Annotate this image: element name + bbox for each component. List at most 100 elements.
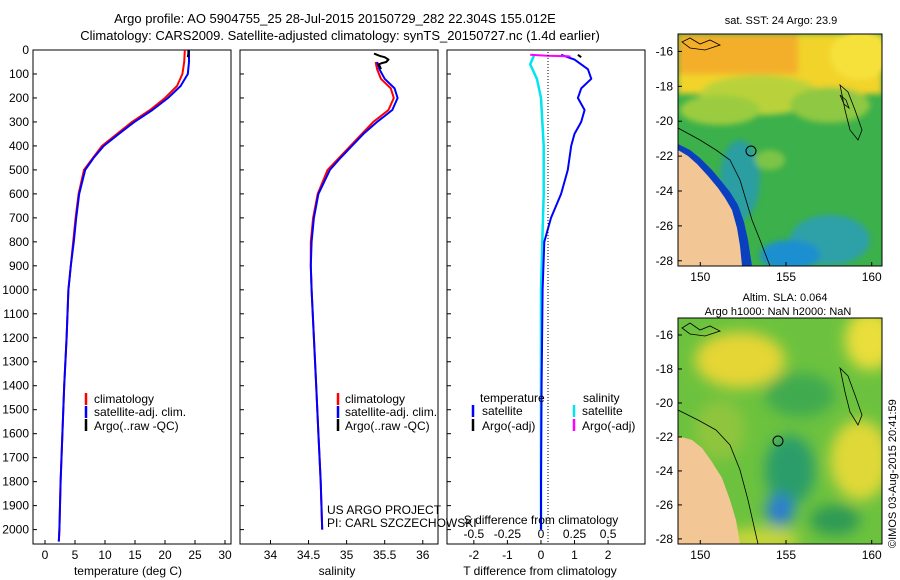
sla-land [678, 436, 740, 544]
sst-reef-outline-small [839, 94, 850, 110]
imos-stamp: ©IMOS 03-Aug-2015 20:41:59 [887, 399, 899, 548]
x-tick-label: 10 [98, 548, 112, 562]
sla-field-texture [695, 318, 882, 544]
sst-reef-outline [839, 83, 863, 141]
x-tick-label: 0 [538, 548, 545, 562]
depth-tick-label: 1400 [2, 379, 29, 393]
salinity-legend: climatology satellite-adj. clim. Argo(..… [336, 392, 437, 433]
salinity-x-axis: 34 34.5 35 35.5 36 [264, 540, 430, 562]
depth-tick-label: 1000 [2, 283, 29, 297]
salinity-series [309, 52, 399, 530]
sla-isobath [678, 409, 759, 544]
series-line-t-satellite [540, 53, 593, 530]
depth-tick-label: 0 [22, 43, 29, 57]
series-line-satellite-adj-clim- [309, 61, 399, 530]
map-y-tick-label: -24 [656, 464, 674, 478]
sst-isobath [678, 127, 771, 266]
map-y-tick-label: -26 [656, 219, 674, 233]
depth-tick-label: 1300 [2, 355, 29, 369]
depth-tick-label: 500 [9, 163, 29, 177]
map-y-tick-label: -20 [656, 114, 674, 128]
sla-map-axes: 150 155 160 -16 -18 -20 -22 -24 -26 -28 [656, 328, 882, 562]
depth-tick-label: 1700 [2, 451, 29, 465]
map-x-tick-label: 155 [776, 548, 796, 562]
depth-tick-label: 100 [9, 67, 29, 81]
sst-map-frame [677, 33, 883, 267]
map-y-tick-label: -16 [656, 328, 674, 342]
legend-label-argo: Argo(..raw -QC) [94, 419, 179, 433]
legend-label-s-satellite: satellite [582, 404, 623, 418]
legend-label-satellite: satellite-adj. clim. [94, 405, 186, 419]
sst-reef-north [681, 37, 722, 51]
map-y-tick-label: -28 [656, 532, 674, 546]
salinity-xlabel: salinity [319, 564, 356, 578]
s-difference-tick-label: 0.5 [600, 527, 617, 541]
legend-label-s-argo: Argo(-adj) [582, 419, 635, 433]
x-tick-label: 2 [605, 548, 612, 562]
difference-legend: temperature satellite Argo(-adj) salinit… [471, 391, 635, 433]
x-tick-label: 0 [42, 548, 49, 562]
depth-tick-label: 600 [9, 187, 29, 201]
t-difference-x-axis: -2 -1 0 1 2 [469, 540, 612, 562]
x-tick-label: 30 [218, 548, 232, 562]
depth-tick-label: 2000 [2, 523, 29, 537]
depth-tick-label: 1600 [2, 427, 29, 441]
series-line-satellite-adj-clim- [57, 50, 190, 542]
difference-xlabel: T difference from climatology [463, 564, 617, 578]
map-y-tick-label: -18 [656, 362, 674, 376]
s-difference-tick-label: 0.25 [563, 527, 587, 541]
depth-tick-label: 800 [9, 235, 29, 249]
legend-label-satellite: satellite-adj. clim. [345, 405, 437, 419]
depth-tick-label: 1500 [2, 403, 29, 417]
depth-tick-label: 700 [9, 211, 29, 225]
x-tick-label: 15 [128, 548, 142, 562]
s-difference-x-axis: -0.5 -0.25 0 0.25 0.5 [464, 527, 617, 541]
sla-map-frame [677, 317, 883, 545]
legend-label-climatology: climatology [345, 392, 405, 406]
map-y-tick-label: -16 [656, 44, 674, 58]
sst-map-axes: 150 155 160 -16 -18 -20 -22 -24 -26 -28 [656, 44, 882, 284]
salinity-panel-frame [239, 49, 439, 545]
temperature-series [57, 50, 190, 542]
depth-tick-label: 1900 [2, 499, 29, 513]
map-x-tick-label: 160 [862, 548, 882, 562]
x-tick-label: 34 [264, 548, 278, 562]
depth-axis: 0 100 200 300 400 500 600 700 800 900 1000 1100 1200… [2, 43, 451, 537]
sla-reef-outline [839, 366, 863, 426]
series-line-t-argo-adj- [577, 53, 582, 59]
s-difference-tick-label: 0 [538, 527, 545, 541]
map-x-tick-label: 150 [690, 548, 710, 562]
depth-tick-label: 900 [9, 259, 29, 273]
x-tick-label: -2 [469, 548, 480, 562]
map-y-tick-label: -22 [656, 430, 674, 444]
legend-label-argo: Argo(..raw -QC) [345, 419, 430, 433]
depth-tick-label: 400 [9, 139, 29, 153]
difference-series [528, 53, 593, 530]
sst-map-title: sat. SST: 24 Argo: 23.9 [725, 15, 838, 27]
map-y-tick-label: -26 [656, 498, 674, 512]
temperature-legend: climatology satellite-adj. clim. Argo(..… [84, 392, 186, 433]
map-y-tick-label: -28 [656, 254, 674, 268]
sla-map-title-line2: Argo h1000: NaN h2000: NaN [705, 306, 852, 318]
s-difference-tick-label: -0.25 [494, 527, 522, 541]
x-tick-label: -1 [502, 548, 513, 562]
x-tick-label: 35 [340, 548, 354, 562]
sla-map-title-line1: Altim. SLA: 0.064 [743, 292, 828, 304]
sla-reef-north [681, 322, 722, 337]
depth-tick-label: 1800 [2, 475, 29, 489]
legend-label-t-satellite: satellite [482, 404, 523, 418]
sla-map [678, 318, 882, 544]
difference-panel-frame [446, 49, 646, 545]
x-tick-label: 1 [571, 548, 578, 562]
temperature-xlabel: temperature (deg C) [74, 564, 182, 578]
map-x-tick-label: 155 [776, 270, 796, 284]
legend-head-salinity: salinity [583, 391, 620, 405]
sst-argo-location-marker [745, 145, 757, 157]
series-line-s-argo-adj- [530, 53, 571, 58]
s-difference-xlabel: S difference from climatology [464, 513, 619, 527]
temperature-panel-frame [32, 49, 232, 545]
figure-title-line1: Argo profile: AO 5904755_25 28-Jul-2015 … [114, 11, 556, 26]
depth-tick-label: 1100 [3, 307, 29, 321]
map-y-tick-label: -20 [656, 396, 674, 410]
